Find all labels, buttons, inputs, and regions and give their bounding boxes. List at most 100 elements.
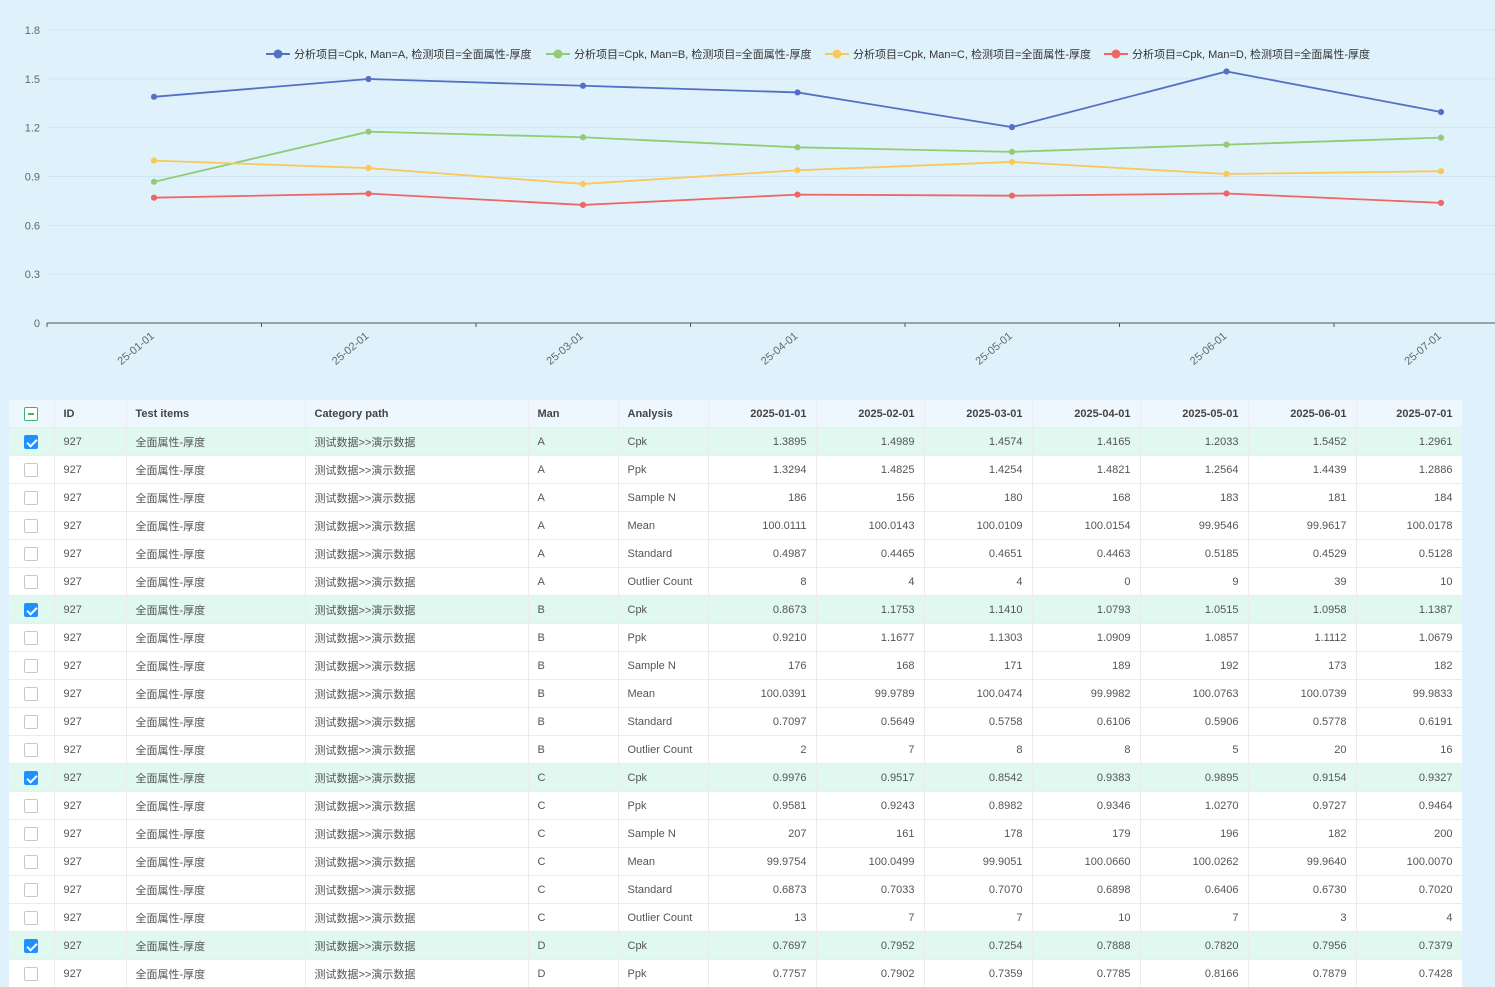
cell-value-2025-06-01: 0.9154 (1248, 763, 1357, 792)
header-2025-04-01[interactable]: 2025-04-01 (1032, 400, 1141, 428)
row-checkbox-cell[interactable] (9, 707, 55, 736)
cell-man: B (528, 679, 619, 708)
row-checkbox[interactable] (24, 882, 39, 897)
table-row[interactable]: 927 全面属性-厚度 测试数据>>演示数据 B Sample N 176 168 171 18… (9, 651, 1462, 680)
row-checkbox-cell[interactable] (9, 875, 55, 904)
data-point (365, 128, 372, 135)
table-row[interactable]: 927 全面属性-厚度 测试数据>>演示数据 C Sample N 207 161 178 17… (9, 819, 1462, 848)
row-checkbox[interactable] (24, 546, 39, 561)
cell-value-2025-01-01: 0.7097 (708, 707, 817, 736)
cell-value-2025-06-01: 0.7956 (1248, 931, 1357, 960)
table-row[interactable]: 927 全面属性-厚度 测试数据>>演示数据 C Cpk 0.9976 0.9517 0.85… (9, 763, 1462, 792)
cell-value-2025-06-01: 0.6730 (1248, 875, 1357, 904)
table-row[interactable]: 927 全面属性-厚度 测试数据>>演示数据 D Ppk 0.7757 0.7902 0.73… (9, 959, 1462, 987)
row-checkbox-cell[interactable] (9, 539, 55, 568)
header-test-items[interactable]: Test items (126, 400, 306, 428)
row-checkbox[interactable] (24, 630, 39, 645)
table-row[interactable]: 927 全面属性-厚度 测试数据>>演示数据 B Outlier Count 2 7 8 8 5 2… (9, 735, 1462, 764)
chart-series (150, 68, 1445, 209)
row-checkbox-cell[interactable] (9, 567, 55, 596)
select-all-checkbox[interactable] (24, 406, 39, 421)
row-checkbox-cell[interactable] (9, 483, 55, 512)
row-checkbox-cell[interactable] (9, 819, 55, 848)
cell-value-2025-06-01: 99.9640 (1248, 847, 1357, 876)
row-checkbox-cell[interactable] (9, 427, 55, 456)
table-row[interactable]: 927 全面属性-厚度 测试数据>>演示数据 A Outlier Count 8 4 4 0 9 3… (9, 567, 1462, 596)
row-checkbox[interactable] (24, 686, 39, 701)
row-checkbox[interactable] (24, 518, 39, 533)
legend-item[interactable]: 分析项目=Cpk, Man=D, 检测项目=全面属性-厚度 (1104, 47, 1370, 61)
cell-value-2025-03-01: 0.8542 (924, 763, 1033, 792)
cell-value-2025-03-01: 1.4574 (924, 427, 1033, 456)
row-checkbox-cell[interactable] (9, 931, 55, 960)
row-checkbox-cell[interactable] (9, 847, 55, 876)
row-checkbox[interactable] (24, 966, 39, 981)
cell-value-2025-04-01: 100.0154 (1032, 511, 1141, 540)
row-checkbox[interactable] (24, 490, 39, 505)
row-checkbox[interactable] (24, 462, 39, 477)
table-row[interactable]: 927 全面属性-厚度 测试数据>>演示数据 B Standard 0.7097 0.564… (9, 707, 1462, 736)
row-checkbox-cell[interactable] (9, 791, 55, 820)
cell-value-2025-04-01: 10 (1032, 903, 1141, 932)
row-checkbox[interactable] (24, 658, 39, 673)
header-man[interactable]: Man (528, 400, 619, 428)
table-row[interactable]: 927 全面属性-厚度 测试数据>>演示数据 D Cpk 0.7697 0.7952 0.72… (9, 931, 1462, 960)
header-id[interactable]: ID (54, 400, 127, 428)
row-checkbox[interactable] (24, 826, 39, 841)
row-checkbox-cell[interactable] (9, 511, 55, 540)
legend-item[interactable]: 分析项目=Cpk, Man=A, 检测项目=全面属性-厚度 (266, 47, 531, 61)
table-row[interactable]: 927 全面属性-厚度 测试数据>>演示数据 C Outlier Count 13 7 7 10… (9, 903, 1462, 932)
row-checkbox-cell[interactable] (9, 679, 55, 708)
row-checkbox[interactable] (24, 602, 39, 617)
row-checkbox-cell[interactable] (9, 959, 55, 987)
row-checkbox[interactable] (24, 574, 39, 589)
table-row[interactable]: 927 全面属性-厚度 测试数据>>演示数据 A Standard 0.4987 0.446… (9, 539, 1462, 568)
cell-category-path: 测试数据>>演示数据 (305, 483, 529, 512)
table-row[interactable]: 927 全面属性-厚度 测试数据>>演示数据 B Cpk 0.8673 1.1753 1.14… (9, 595, 1462, 624)
header-category-path[interactable]: Category path (305, 400, 529, 428)
table-row[interactable]: 927 全面属性-厚度 测试数据>>演示数据 B Ppk 0.9210 1.1677 1.13… (9, 623, 1462, 652)
table-row[interactable]: 927 全面属性-厚度 测试数据>>演示数据 C Ppk 0.9581 0.9243 0.89… (9, 791, 1462, 820)
row-checkbox[interactable] (24, 910, 39, 925)
header-2025-01-01[interactable]: 2025-01-01 (708, 400, 817, 428)
cell-value-2025-04-01: 0.7888 (1032, 931, 1141, 960)
header-2025-05-01[interactable]: 2025-05-01 (1140, 400, 1249, 428)
row-checkbox[interactable] (24, 798, 39, 813)
table-row[interactable]: 927 全面属性-厚度 测试数据>>演示数据 C Mean 99.9754 100.0499… (9, 847, 1462, 876)
header-2025-02-01[interactable]: 2025-02-01 (816, 400, 925, 428)
line-chart: 00.30.60.91.21.51.8 25-01-01 25-02-01 25-0… (25, 25, 1495, 368)
table-row[interactable]: 927 全面属性-厚度 测试数据>>演示数据 A Mean 100.0111 100.014… (9, 511, 1462, 540)
row-checkbox-cell[interactable] (9, 735, 55, 764)
row-checkbox[interactable] (24, 742, 39, 757)
table-row[interactable]: 927 全面属性-厚度 测试数据>>演示数据 C Standard 0.6873 0.703… (9, 875, 1462, 904)
row-checkbox-cell[interactable] (9, 623, 55, 652)
row-checkbox-cell[interactable] (9, 651, 55, 680)
row-checkbox-cell[interactable] (9, 903, 55, 932)
row-checkbox[interactable] (24, 714, 39, 729)
cell-id: 927 (54, 819, 127, 848)
legend-item[interactable]: 分析项目=Cpk, Man=B, 检测项目=全面属性-厚度 (546, 47, 811, 61)
table-row[interactable]: 927 全面属性-厚度 测试数据>>演示数据 B Mean 100.0391 99.9789… (9, 679, 1462, 708)
cell-value-2025-02-01: 0.5649 (816, 707, 925, 736)
row-checkbox-cell[interactable] (9, 595, 55, 624)
header-2025-06-01[interactable]: 2025-06-01 (1248, 400, 1357, 428)
chart-legend[interactable]: 分析项目=Cpk, Man=A, 检测项目=全面属性-厚度 分析项目=Cpk, M… (266, 47, 1370, 61)
cell-value-2025-05-01: 99.9546 (1140, 511, 1249, 540)
table-row[interactable]: 927 全面属性-厚度 测试数据>>演示数据 A Ppk 1.3294 1.4825 1.42… (9, 455, 1462, 484)
header-2025-07-01[interactable]: 2025-07-01 (1356, 400, 1462, 428)
cell-value-2025-03-01: 0.4651 (924, 539, 1033, 568)
row-checkbox[interactable] (24, 854, 39, 869)
table-row[interactable]: 927 全面属性-厚度 测试数据>>演示数据 A Sample N 186 156 180 16… (9, 483, 1462, 512)
table-row[interactable]: 927 全面属性-厚度 测试数据>>演示数据 A Cpk 1.3895 1.4989 1.45… (9, 427, 1462, 456)
row-checkbox[interactable] (24, 770, 39, 785)
row-checkbox[interactable] (24, 938, 39, 953)
legend-label: 分析项目=Cpk, Man=C, 检测项目=全面属性-厚度 (853, 47, 1091, 61)
row-checkbox-cell[interactable] (9, 455, 55, 484)
legend-item[interactable]: 分析项目=Cpk, Man=C, 检测项目=全面属性-厚度 (825, 47, 1091, 61)
header-2025-03-01[interactable]: 2025-03-01 (924, 400, 1033, 428)
select-all-checkbox-cell[interactable] (9, 400, 55, 428)
row-checkbox[interactable] (24, 434, 39, 449)
header-analysis[interactable]: Analysis (618, 400, 709, 428)
row-checkbox-cell[interactable] (9, 763, 55, 792)
cell-value-2025-06-01: 173 (1248, 651, 1357, 680)
